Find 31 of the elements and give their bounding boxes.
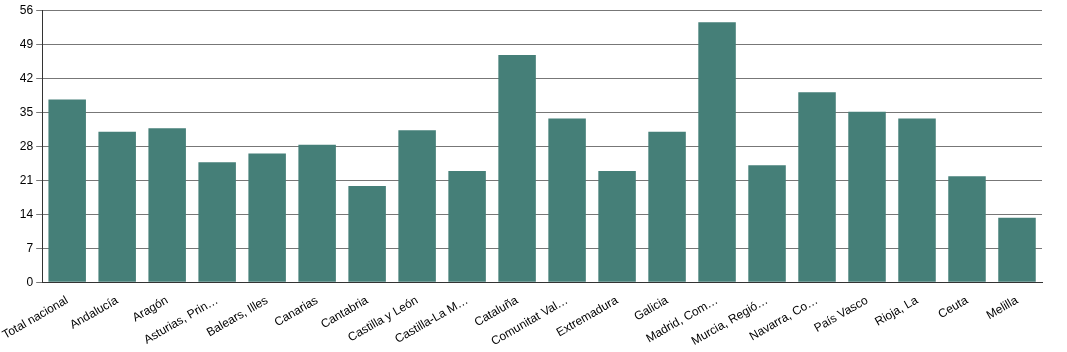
bar	[448, 171, 486, 282]
x-tick-label: Ceuta	[935, 292, 971, 321]
bar	[648, 131, 686, 282]
x-tick-label: Rioja, La	[872, 292, 921, 329]
y-tick-label: 0	[26, 274, 34, 289]
bar	[48, 99, 86, 282]
bar	[348, 186, 386, 282]
bar	[848, 111, 886, 282]
bar	[548, 118, 586, 282]
bar	[748, 165, 786, 282]
y-tick-label: 14	[19, 206, 34, 221]
bar	[498, 54, 536, 282]
bar	[798, 92, 836, 282]
bar	[698, 22, 736, 282]
bar	[948, 176, 986, 282]
y-tick-label: 35	[19, 104, 34, 119]
bar	[898, 118, 936, 282]
bar	[198, 162, 236, 282]
y-tick-label: 21	[19, 172, 34, 187]
y-tick-label: 28	[19, 138, 34, 153]
bar	[148, 128, 186, 282]
y-tick-label: 42	[19, 70, 34, 85]
y-tick-label: 7	[26, 240, 34, 255]
bar	[598, 171, 636, 282]
bar	[398, 130, 436, 282]
bar	[248, 153, 286, 282]
y-tick-label: 49	[19, 36, 34, 51]
bar	[98, 131, 136, 282]
bar	[298, 144, 336, 282]
bar	[998, 217, 1036, 282]
y-tick-label: 56	[19, 2, 34, 17]
